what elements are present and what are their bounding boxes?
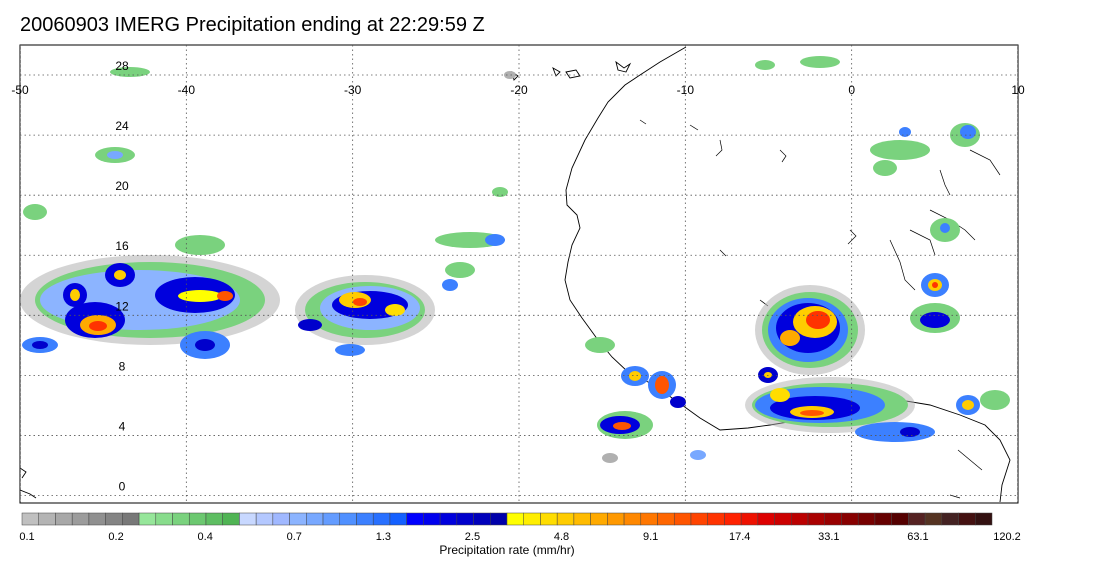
colorbar-swatch	[272, 512, 290, 526]
lon-tick-label: -10	[677, 83, 695, 97]
colorbar-swatch	[673, 512, 692, 526]
colorbar-tick-label: 63.1	[907, 531, 929, 543]
colorbar-swatch	[958, 512, 976, 526]
colorbar-swatch	[88, 512, 106, 526]
colorbar	[21, 512, 993, 526]
colorbar-swatch	[423, 512, 441, 526]
colorbar-swatch	[941, 512, 959, 526]
colorbar-swatch	[389, 512, 407, 526]
lat-tick-label: 20	[115, 179, 129, 193]
lon-tick-label: 10	[1011, 83, 1025, 97]
colorbar-swatch	[908, 512, 926, 526]
colorbar-swatch	[306, 512, 324, 526]
colorbar-swatch	[222, 512, 240, 526]
lat-tick-label: 28	[115, 59, 129, 73]
colorbar-swatch	[356, 512, 374, 526]
colorbar-swatch	[205, 512, 223, 526]
colorbar-swatch	[841, 512, 859, 526]
colorbar-tick-label: 0.2	[108, 531, 124, 543]
lon-tick-label: 0	[848, 83, 855, 97]
colorbar-swatch	[339, 512, 357, 526]
colorbar-swatch	[188, 512, 207, 526]
colorbar-swatch	[372, 512, 391, 526]
colorbar-swatch	[590, 512, 608, 526]
colorbar-tick-label: 0.1	[19, 531, 35, 543]
lat-tick-label: 12	[115, 299, 129, 313]
colorbar-swatch	[490, 512, 508, 526]
colorbar-swatch	[824, 512, 842, 526]
colorbar-swatch	[55, 512, 73, 526]
colorbar-title: Precipitation rate (mm/hr)	[439, 543, 575, 557]
colorbar-tick-label: 0.4	[197, 531, 213, 543]
lon-tick-label: -30	[344, 83, 362, 97]
colorbar-swatch	[640, 512, 658, 526]
colorbar-swatch	[556, 512, 575, 526]
lat-tick-label: 0	[119, 479, 126, 493]
colorbar-swatch	[523, 512, 541, 526]
colorbar-swatch	[857, 512, 876, 526]
colorbar-swatch	[439, 512, 458, 526]
lat-tick-label: 4	[119, 419, 126, 433]
colorbar-swatch	[874, 512, 892, 526]
colorbar-swatch	[740, 512, 759, 526]
colorbar-swatch	[573, 512, 591, 526]
colorbar-swatch	[757, 512, 775, 526]
colorbar-tick-label: 1.3	[375, 531, 392, 543]
colorbar-swatch	[105, 512, 123, 526]
lat-tick-label: 8	[119, 359, 126, 373]
lat-tick-label: 24	[115, 119, 129, 133]
colorbar-swatch	[473, 512, 491, 526]
colorbar-swatch	[506, 512, 524, 526]
colorbar-tick-label: 2.5	[464, 531, 481, 543]
colorbar-swatch	[255, 512, 274, 526]
colorbar-swatch	[406, 512, 424, 526]
lon-tick-label: -40	[178, 83, 196, 97]
colorbar-swatch	[724, 512, 742, 526]
colorbar-swatch	[975, 512, 993, 526]
precipitation-cells	[20, 56, 1010, 463]
colorbar-swatch	[172, 512, 190, 526]
lon-tick-label: -50	[11, 83, 29, 97]
colorbar-tick-label: 17.4	[729, 531, 751, 543]
colorbar-swatch	[791, 512, 809, 526]
colorbar-swatch	[122, 512, 140, 526]
colorbar-swatch	[623, 512, 642, 526]
colorbar-tick-label: 33.1	[818, 531, 840, 543]
colorbar-tick-label: 0.7	[286, 531, 302, 543]
map-title: 20060903 IMERG Precipitation ending at 2…	[20, 14, 485, 36]
colorbar-swatch	[540, 512, 558, 526]
colorbar-swatch	[774, 512, 792, 526]
colorbar-swatch	[322, 512, 341, 526]
colorbar-swatch	[891, 512, 909, 526]
colorbar-swatch	[807, 512, 826, 526]
colorbar-swatch	[924, 512, 943, 526]
lat-tick-label: 16	[115, 239, 129, 253]
colorbar-swatch	[155, 512, 173, 526]
colorbar-swatch	[71, 512, 90, 526]
colorbar-swatch	[657, 512, 675, 526]
colorbar-tick-label: 4.8	[553, 531, 570, 543]
colorbar-swatch	[289, 512, 307, 526]
colorbar-swatch	[38, 512, 56, 526]
colorbar-swatch	[21, 512, 39, 526]
lon-tick-label: -20	[510, 83, 528, 97]
colorbar-swatch	[239, 512, 257, 526]
colorbar-swatch	[138, 512, 157, 526]
colorbar-swatch	[690, 512, 708, 526]
colorbar-tick-label: 9.1	[642, 531, 659, 543]
latitude-labels: 28 24 20 16 12 8 4 0	[115, 59, 129, 493]
colorbar-swatch	[707, 512, 725, 526]
longitude-labels: -50 -40 -30 -20 -10 0 10	[11, 83, 1025, 97]
colorbar-tick-label: 120.2	[993, 531, 1021, 543]
colorbar-swatch	[607, 512, 625, 526]
colorbar-swatch	[456, 512, 474, 526]
